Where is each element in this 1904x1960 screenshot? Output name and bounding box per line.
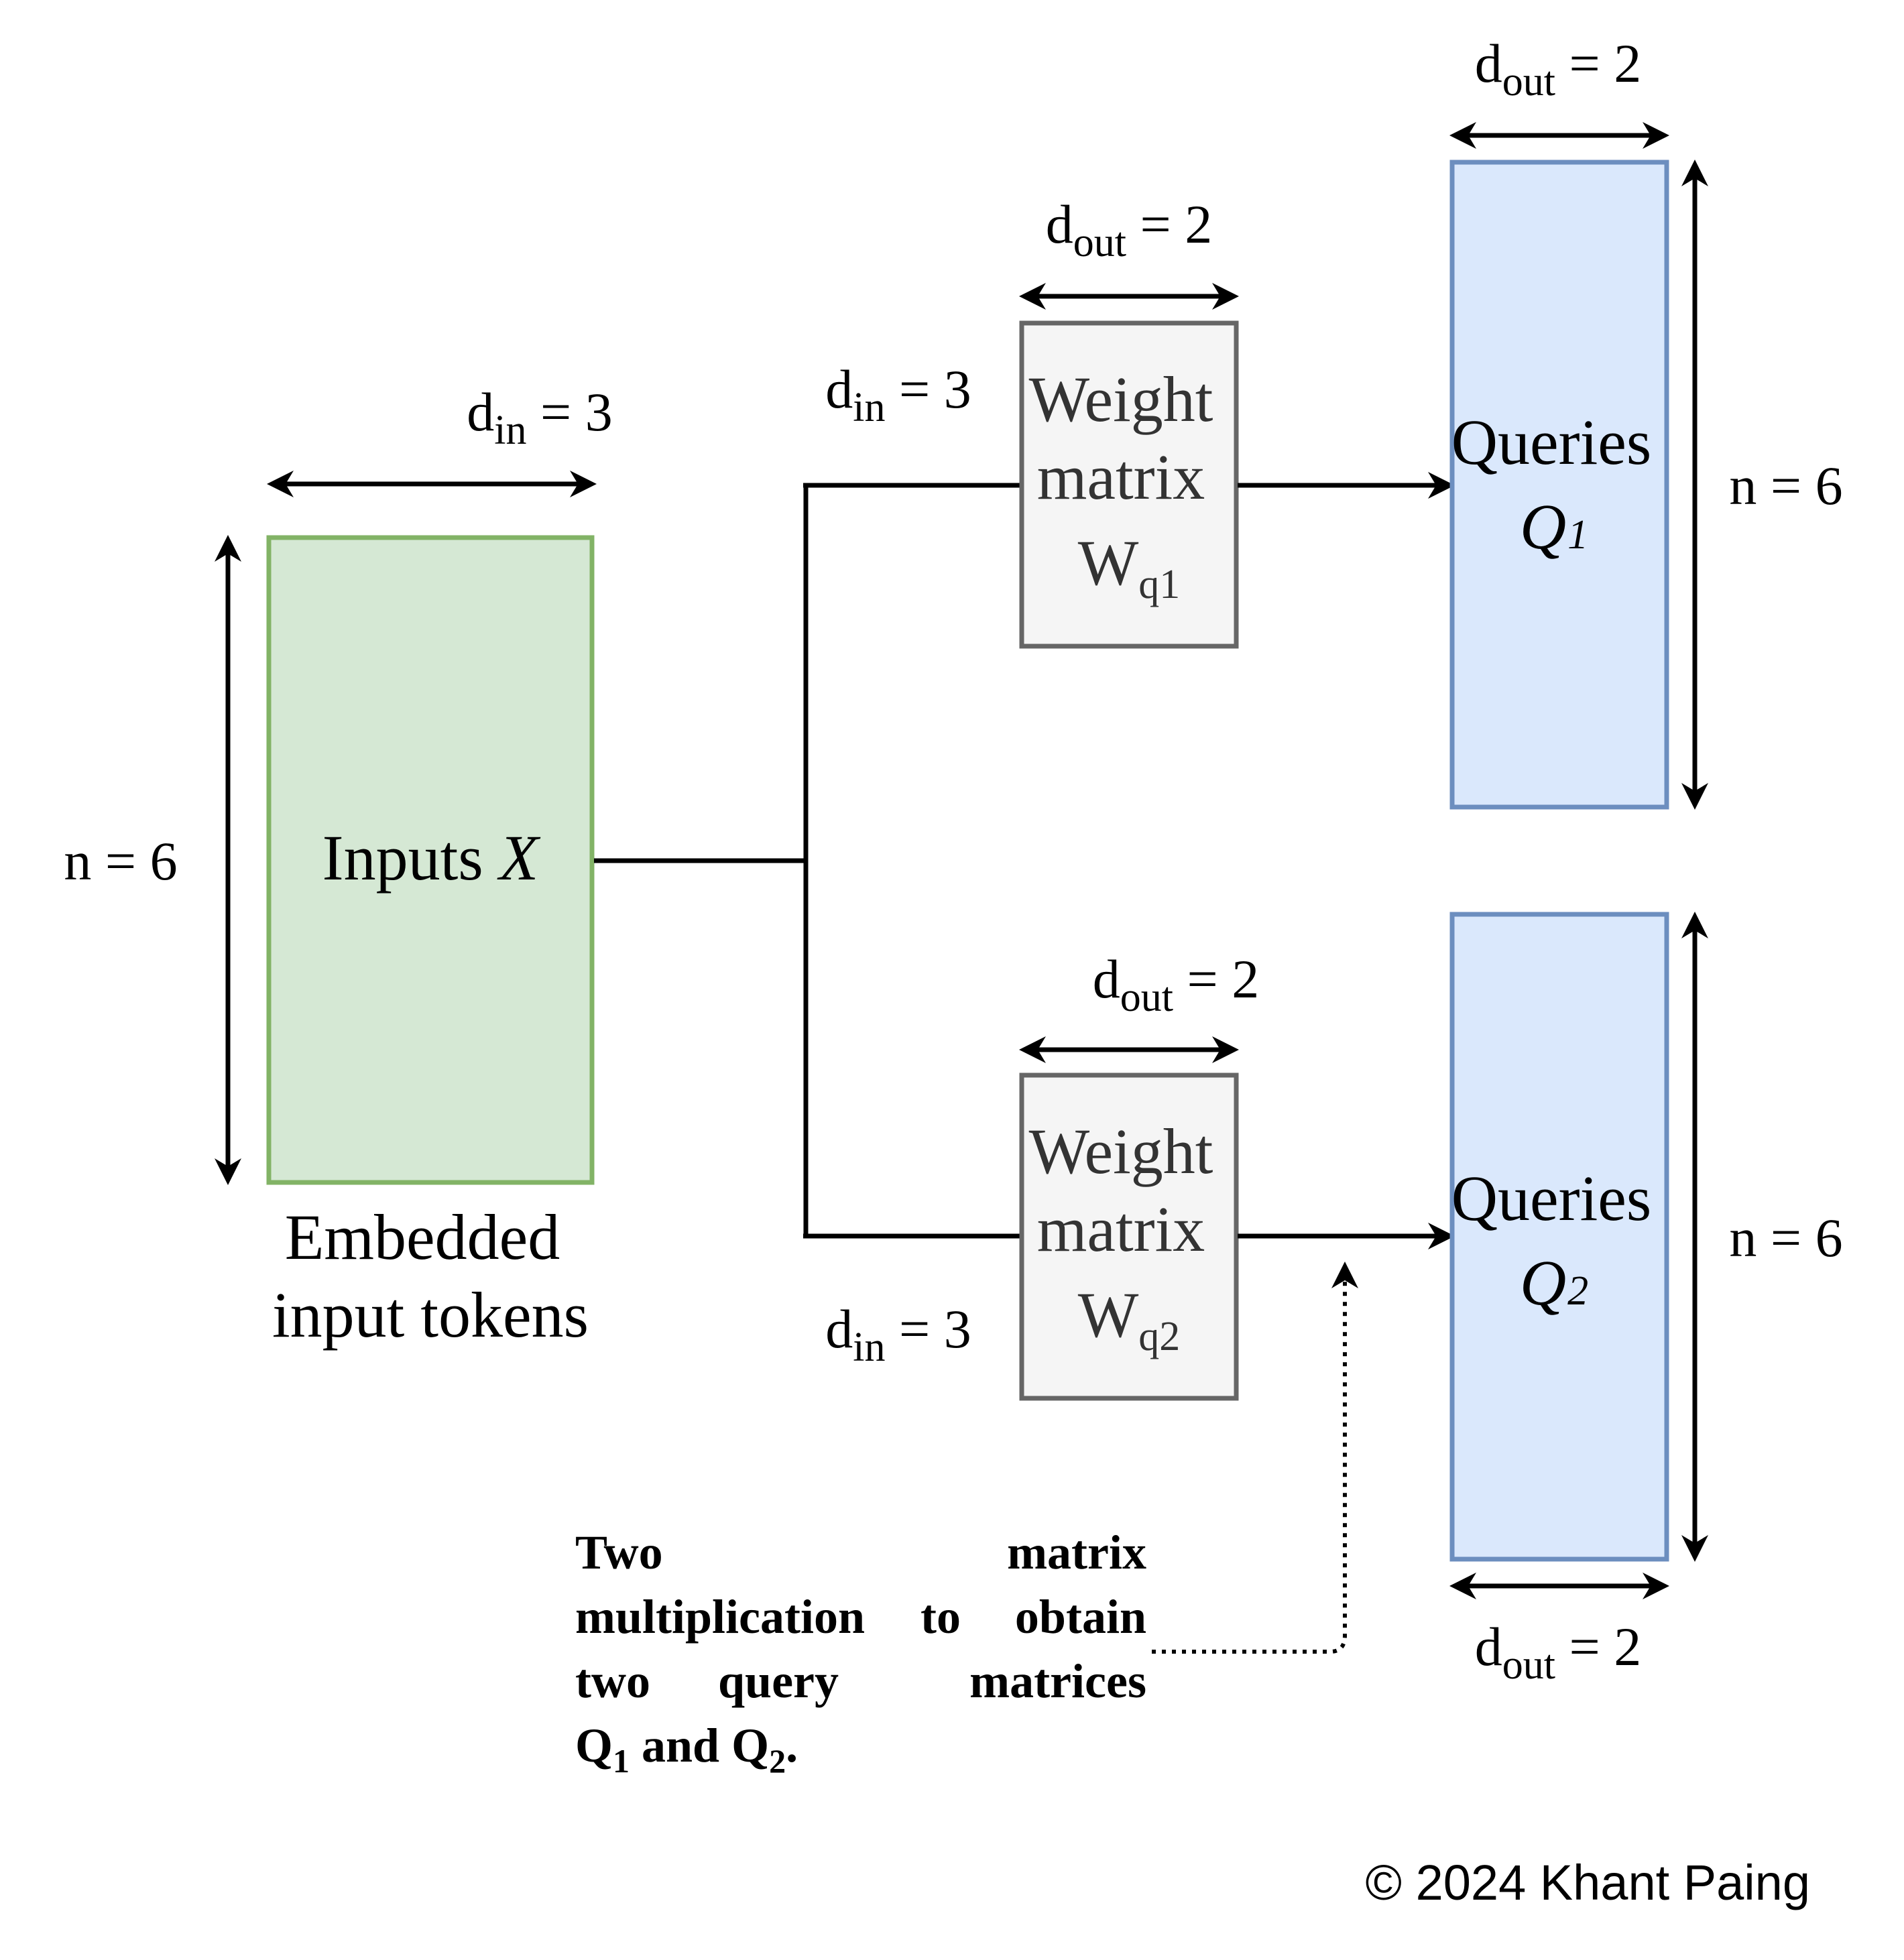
queries-q1-width-label: dout = 2: [1475, 33, 1641, 105]
weight-q2-label: Weight matrix Wq2: [1029, 1115, 1230, 1359]
inputs-width-label: din = 3: [467, 381, 612, 453]
note-pointer-arrow: [1152, 1262, 1358, 1654]
weight-q1-width-label: dout = 2: [1046, 194, 1212, 265]
queries-q2-box: [1449, 912, 1669, 1562]
inputs-caption: Embedded input tokens: [272, 1201, 589, 1351]
weight-q2-din-label: din = 3: [825, 1298, 971, 1370]
weight-q2-box: [1019, 1073, 1239, 1401]
queries-q1-label: Queries Q1: [1451, 406, 1668, 562]
inputs-label: Inputs X: [322, 822, 541, 894]
weight-q2-width-label: dout = 2: [1093, 948, 1259, 1020]
queries-q2-height-label: n = 6: [1729, 1207, 1842, 1268]
note-line-4: Q1 and Q2.: [575, 1719, 798, 1780]
inputs-height-label: n = 6: [64, 831, 177, 892]
weight-q1-box: [1019, 320, 1239, 649]
weight-q1-din-label: din = 3: [825, 359, 971, 430]
weight-q1-label: Weight matrix Wq1: [1029, 363, 1230, 607]
note-line-2: multiplication to obtain: [575, 1590, 1146, 1644]
queries-q2-width-label: dout = 2: [1475, 1616, 1641, 1688]
copyright-text: © 2024 Khant Paing: [1366, 1855, 1810, 1910]
inputs-box: [266, 535, 595, 1185]
note-line-3: two query matrices: [575, 1654, 1146, 1708]
queries-q2-label: Queries Q2: [1451, 1162, 1668, 1319]
queries-q1-box: [1449, 160, 1669, 810]
queries-q1-height-label: n = 6: [1729, 455, 1842, 516]
note-line-1: Two matrix: [575, 1526, 1146, 1579]
